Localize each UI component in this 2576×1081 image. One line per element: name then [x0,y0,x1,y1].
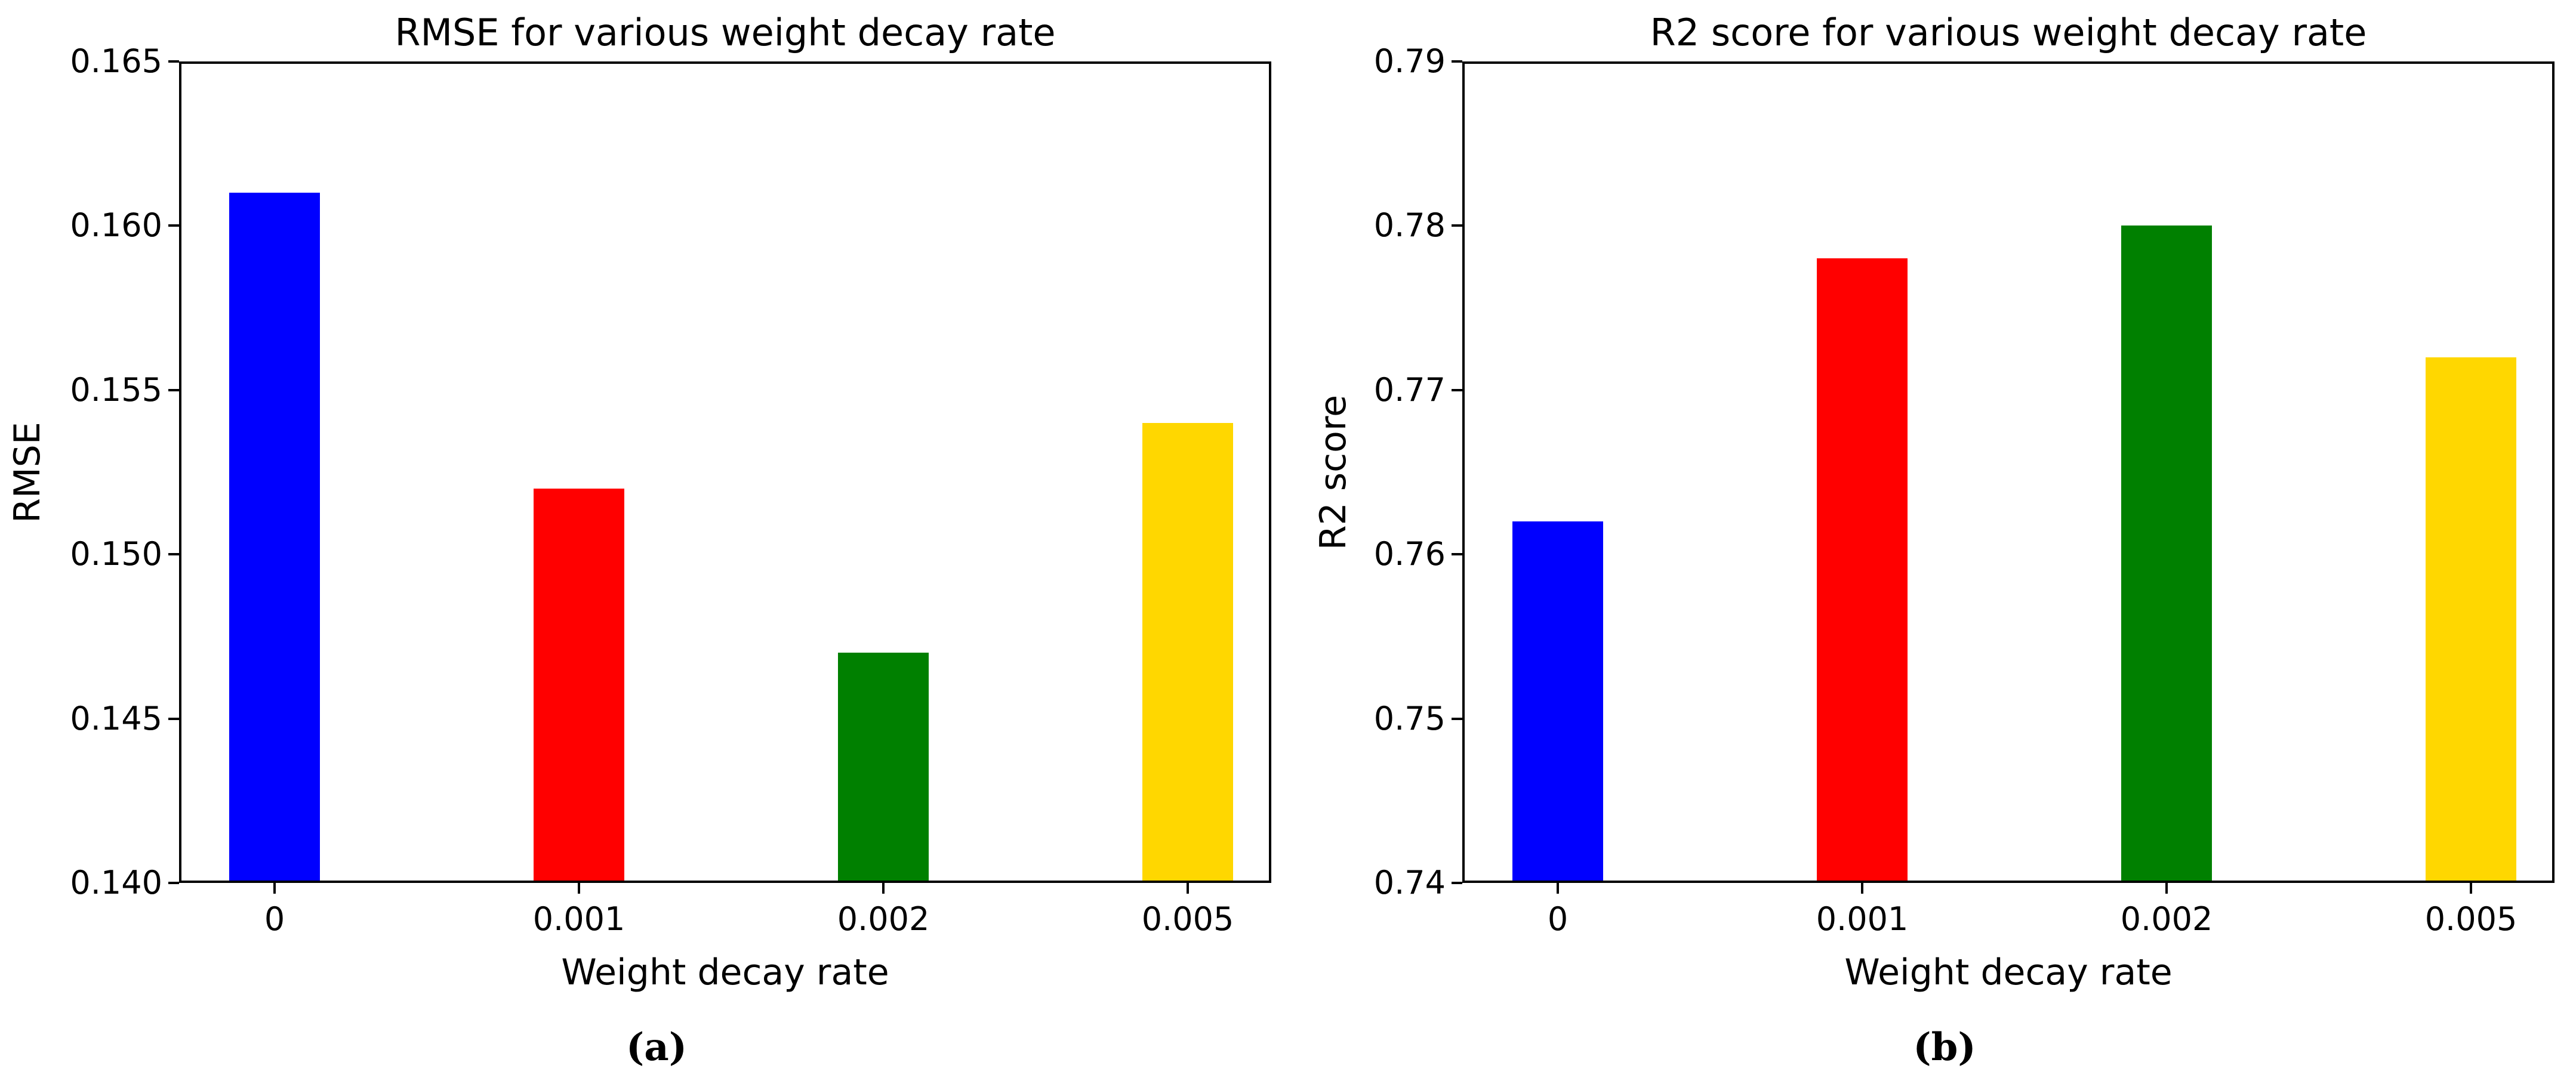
bar-0.001 [1817,258,1908,881]
y-tick-mark [1452,882,1462,884]
x-axis-label-right: Weight decay rate [1844,952,2173,993]
x-tick-label: 0 [264,900,285,938]
panel-caption-a: (a) [625,1025,688,1070]
y-tick-label: 0.145 [70,699,162,737]
panel-caption-b: (b) [1913,1025,1976,1070]
y-tick-mark [168,717,179,720]
x-tick-mark [2470,883,2472,894]
chart-title-r2: R2 score for various weight decay rate [1650,11,2367,54]
y-tick-label: 0.160 [70,206,162,245]
y-tick-label: 0.79 [1373,42,1446,80]
bar-0.005 [2426,357,2516,881]
y-tick-mark [168,224,179,227]
x-tick-label: 0.001 [1816,900,1909,938]
x-tick-mark [578,883,580,894]
x-tick-label: 0.002 [837,900,930,938]
x-tick-mark [1557,883,1559,894]
x-tick-mark [273,883,276,894]
x-tick-mark [2165,883,2168,894]
bar-0.002 [838,653,929,881]
y-tick-mark [1452,388,1462,391]
y-tick-mark [168,388,179,391]
y-tick-label: 0.78 [1373,206,1446,245]
x-tick-mark [1187,883,1189,894]
x-tick-label: 0.005 [1141,900,1234,938]
y-tick-mark [1452,717,1462,720]
x-tick-label: 0.002 [2120,900,2213,938]
bar-0.005 [1142,422,1233,881]
y-tick-mark [168,553,179,556]
y-tick-mark [168,882,179,884]
x-tick-label: 0.001 [532,900,625,938]
y-tick-label: 0.74 [1373,864,1446,901]
y-tick-label: 0.140 [70,864,162,901]
y-tick-label: 0.155 [70,370,162,409]
x-tick-label: 0.005 [2424,900,2518,938]
y-axis-label-rmse: RMSE [7,421,48,523]
bar-0 [229,193,320,881]
x-axis-label-left: Weight decay rate [561,952,889,993]
y-tick-label: 0.77 [1373,370,1446,409]
y-axis-label-r2: R2 score [1312,394,1354,550]
plot-area-rmse [179,61,1271,883]
y-tick-label: 0.76 [1373,535,1446,573]
chart-title-rmse: RMSE for various weight decay rate [395,11,1056,54]
y-tick-label: 0.150 [70,535,162,573]
bar-0.002 [2121,226,2212,881]
x-tick-label: 0 [1547,900,1569,938]
plot-area-r2 [1462,61,2555,883]
y-tick-label: 0.75 [1373,699,1446,737]
x-tick-mark [1861,883,1863,894]
y-tick-mark [1452,60,1462,63]
y-tick-mark [1452,224,1462,227]
x-tick-mark [882,883,885,894]
y-tick-label: 0.165 [70,42,162,80]
bar-0 [1512,521,1603,881]
bar-0.001 [534,489,624,881]
y-tick-mark [1452,553,1462,556]
y-tick-mark [168,60,179,63]
